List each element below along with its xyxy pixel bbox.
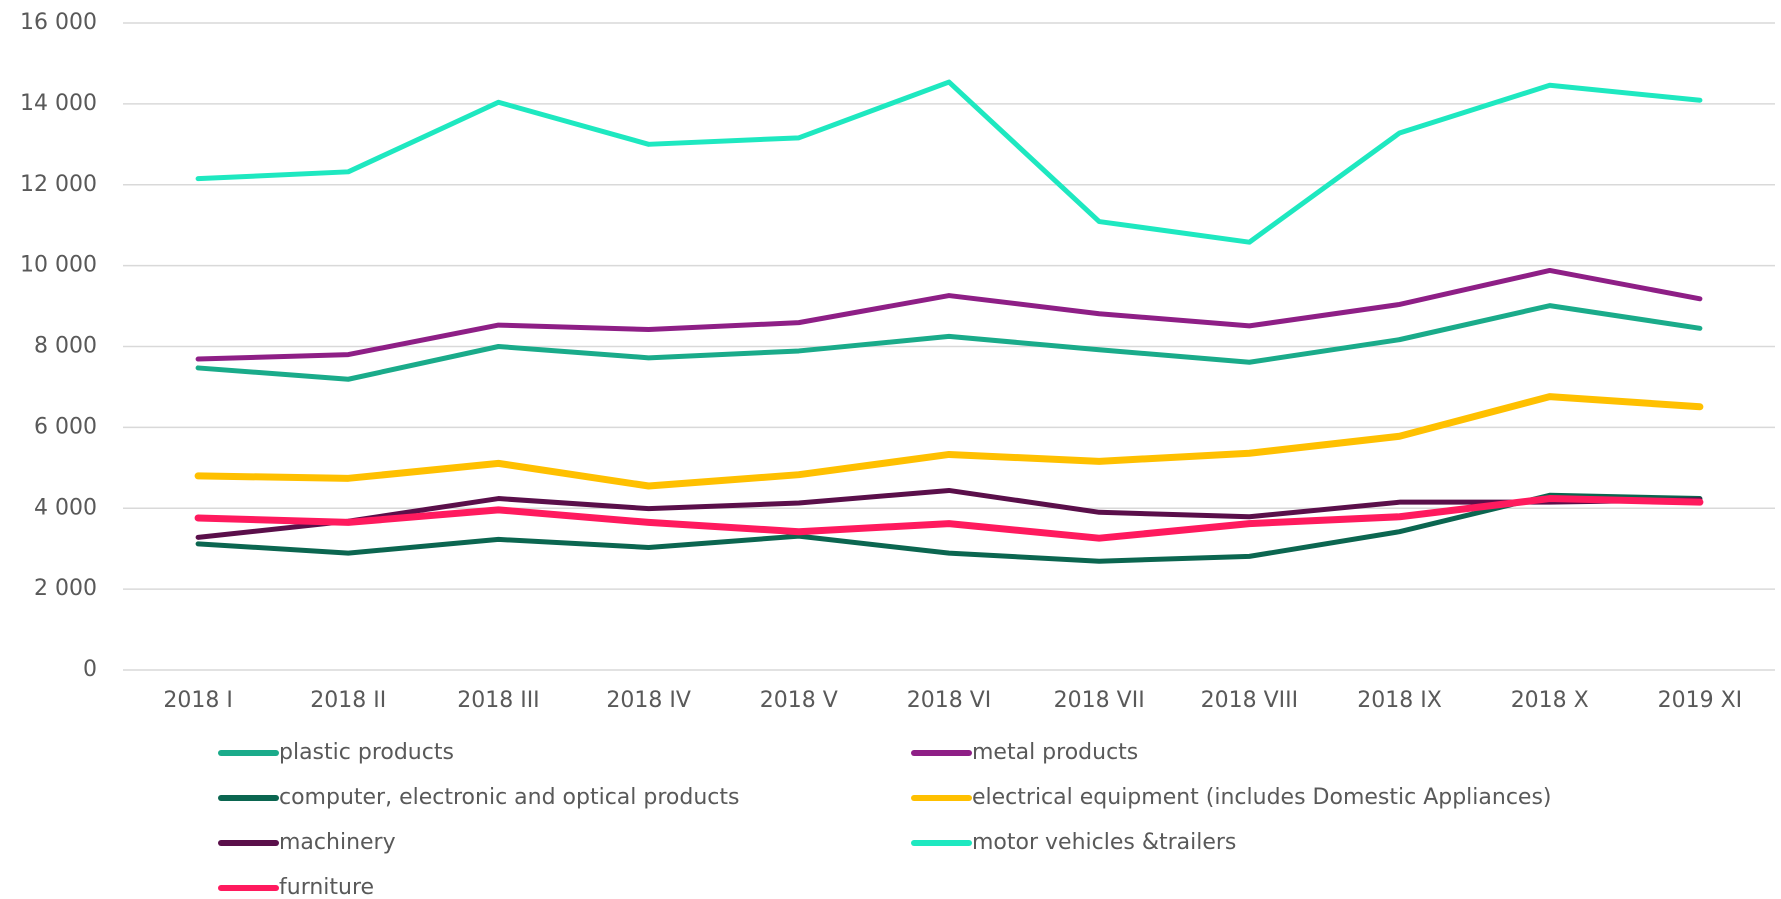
y-tick-label: 4 000 <box>34 495 97 520</box>
y-tick-label: 2 000 <box>34 576 97 601</box>
series-line <box>194 393 1704 490</box>
legend-label: metal products <box>972 740 1138 765</box>
series-line <box>195 492 1703 564</box>
y-tick-label: 6 000 <box>34 414 97 439</box>
legend-label: machinery <box>279 830 396 855</box>
legend-label: furniture <box>279 875 374 899</box>
y-tick-label: 16 000 <box>20 10 97 35</box>
y-tick-label: 10 000 <box>20 253 97 278</box>
legend-label: computer, electronic and optical product… <box>279 785 739 810</box>
series-line <box>195 267 1703 362</box>
legend-label: plastic products <box>279 740 454 765</box>
x-tick-label: 2018 IV <box>606 688 691 713</box>
x-tick-label: 2018 V <box>760 688 838 713</box>
x-tick-label: 2018 VI <box>907 688 992 713</box>
x-tick-label: 2018 II <box>310 688 386 713</box>
series-line <box>195 303 1703 382</box>
y-tick-label: 12 000 <box>20 172 97 197</box>
x-tick-label: 2018 VIII <box>1201 688 1299 713</box>
x-tick-label: 2018 I <box>163 688 232 713</box>
x-tick-label: 2018 X <box>1511 688 1589 713</box>
series-line <box>195 79 1703 245</box>
y-tick-label: 8 000 <box>34 334 97 359</box>
series-line <box>194 495 1704 542</box>
y-tick-label: 0 <box>83 657 97 682</box>
x-tick-label: 2018 III <box>457 688 539 713</box>
series-line <box>195 487 1703 540</box>
legend-label: motor vehicles &trailers <box>972 830 1236 855</box>
x-tick-label: 2019 XI <box>1658 688 1743 713</box>
x-tick-label: 2018 IX <box>1357 688 1442 713</box>
y-tick-label: 14 000 <box>20 91 97 116</box>
legend-label: electrical equipment (includes Domestic … <box>972 785 1552 810</box>
x-tick-label: 2018 VII <box>1054 688 1145 713</box>
